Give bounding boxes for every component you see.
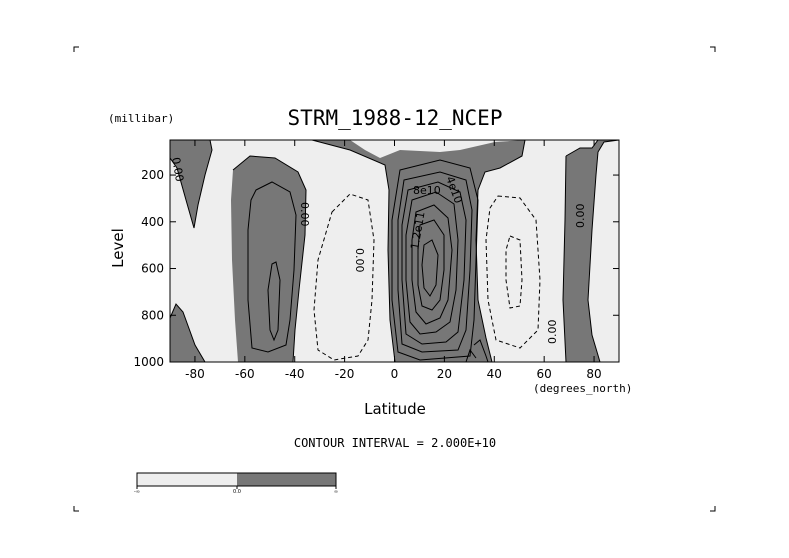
x-tick-label: 80 (586, 367, 601, 381)
x-tick-label: -40 (285, 367, 305, 381)
x-tick-label: -60 (235, 367, 255, 381)
contour-interval-note: CONTOUR INTERVAL = 2.000E+10 (293, 436, 497, 450)
y-axis-units: (millibar) (108, 112, 175, 125)
x-tick-label: 20 (437, 367, 452, 381)
y-axis: 200 400 600 800 1000 (133, 168, 619, 369)
y-tick-label: 1000 (133, 355, 164, 369)
y-tick-label: 400 (141, 215, 164, 229)
contour-lines (169, 139, 620, 363)
colorbar-label-mid: 0.0 (233, 489, 241, 495)
x-axis-units: (degrees_north) (533, 382, 633, 395)
y-tick-label: 800 (141, 308, 164, 322)
corner-marks (73, 46, 716, 512)
x-tick-label: 60 (537, 367, 552, 381)
colorbar-label-min: -∞ (134, 489, 140, 495)
contour-label-zero-1: 0.00 (169, 156, 186, 182)
chart-title: STRM_1988-12_NCEP (287, 106, 503, 130)
x-axis: -80 -60 -40 -20 0 20 40 60 80 (185, 140, 602, 381)
colorbar-label-max: ∞ (334, 489, 338, 495)
y-tick-label: 600 (141, 262, 164, 276)
y-tick-label: 200 (141, 168, 164, 182)
x-tick-label: -20 (335, 367, 355, 381)
x-tick-label: -80 (185, 367, 205, 381)
negative-contours (313, 193, 541, 361)
x-tick-label: 40 (487, 367, 502, 381)
contour-label-zero-4: 0.00 (574, 204, 587, 229)
colorbar-positive (237, 473, 336, 486)
contour-label-zero-5: 0.00 (546, 320, 559, 345)
colorbar: -∞ 0.0 ∞ (134, 472, 338, 495)
contour-label-8e10: 8e10 (413, 184, 441, 197)
x-axis-label: Latitude (364, 400, 426, 418)
colorbar-negative (137, 473, 237, 486)
contour-label-zero-2: 0.00 (298, 202, 311, 227)
contour-label-zero-3: 0.00 (353, 248, 366, 273)
x-tick-label: 0 (391, 367, 399, 381)
